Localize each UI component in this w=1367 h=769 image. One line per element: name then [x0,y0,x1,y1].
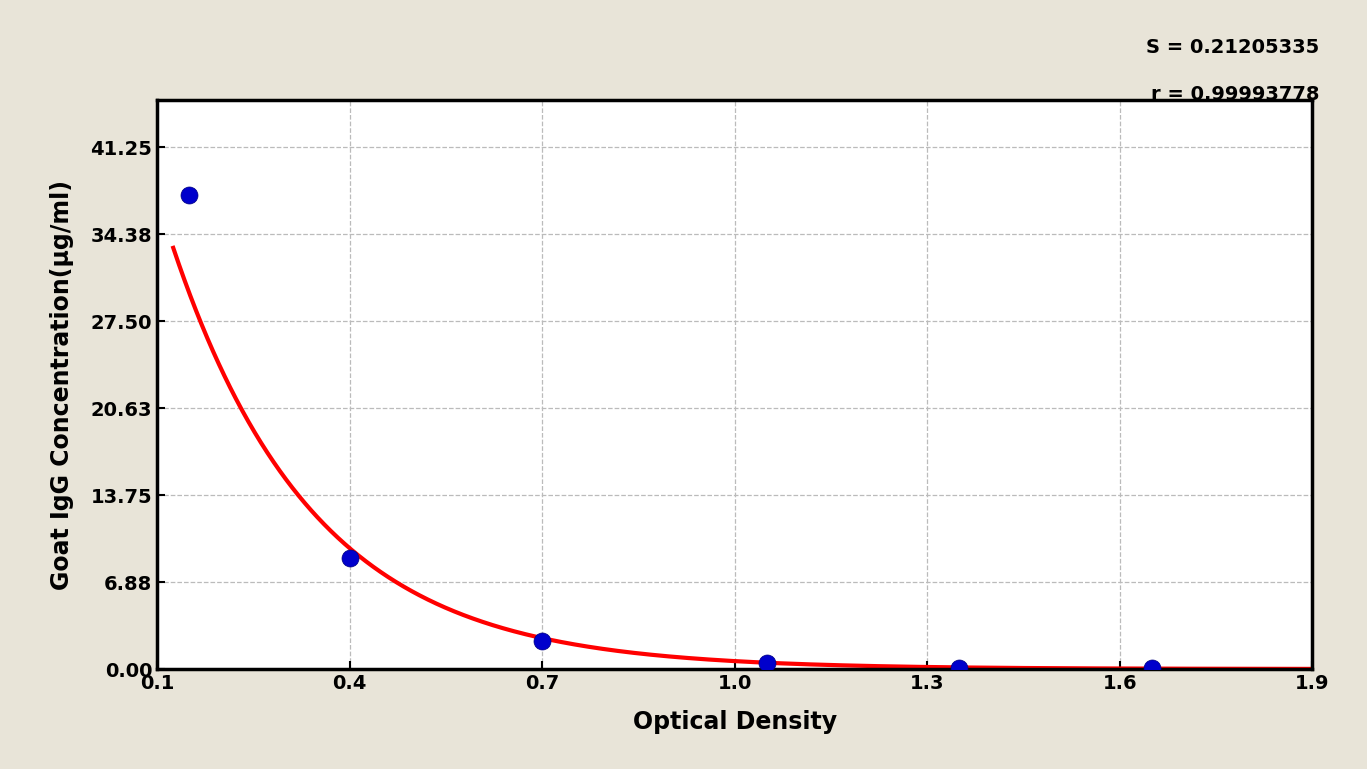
Point [178,188,200,201]
Point [339,552,361,564]
Point [1141,662,1163,674]
Y-axis label: Goat IgG Concentration(μg/ml): Goat IgG Concentration(μg/ml) [49,179,74,590]
Point [756,657,778,669]
X-axis label: Optical Density: Optical Density [633,710,837,734]
Point [532,635,554,647]
Text: r = 0.99993778: r = 0.99993778 [1151,85,1319,104]
Point [949,662,971,674]
Text: S = 0.21205335: S = 0.21205335 [1146,38,1319,58]
